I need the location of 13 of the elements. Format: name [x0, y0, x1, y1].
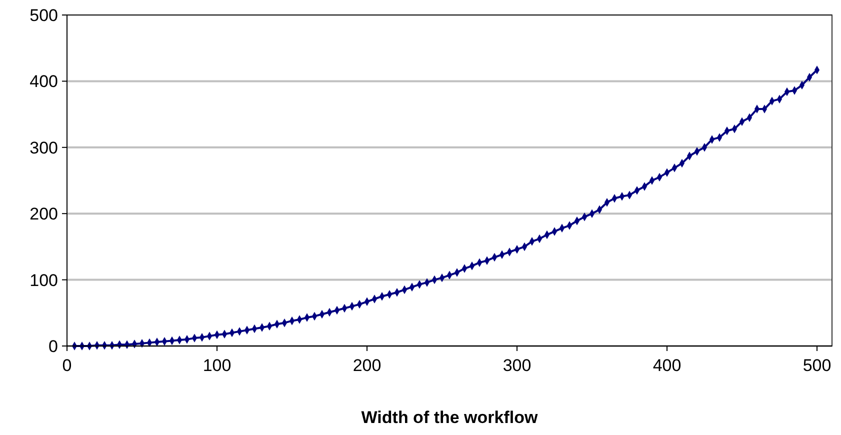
y-tick-label: 200: [30, 204, 58, 224]
x-axis-title: Width of the workflow: [361, 408, 538, 427]
y-tick-label: 500: [30, 6, 58, 25]
x-tick-label: 100: [202, 356, 232, 375]
y-tick-label: 100: [30, 270, 58, 290]
x-tick-label: 400: [652, 356, 682, 375]
y-tick-label: 0: [48, 336, 58, 356]
x-tick-label: 500: [802, 356, 832, 375]
y-tick-label: 300: [30, 138, 58, 158]
y-tick-label: 400: [30, 72, 58, 92]
x-tick-label: 200: [352, 356, 382, 375]
x-tick-label: 0: [62, 356, 72, 375]
x-tick-label: 300: [502, 356, 532, 375]
